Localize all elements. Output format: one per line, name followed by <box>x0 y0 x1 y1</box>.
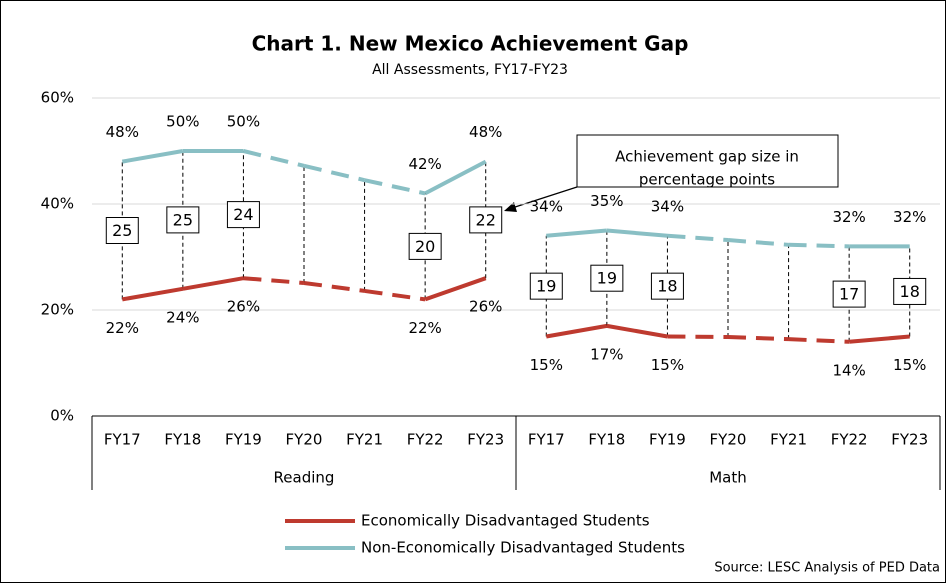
series-line <box>424 276 487 302</box>
value-label: 50% <box>227 113 260 131</box>
x-tick-label: FY18 <box>164 431 201 449</box>
value-label: 34% <box>530 197 563 215</box>
value-label: 35% <box>590 192 623 210</box>
gap-box <box>893 277 927 305</box>
gap-label: 22 <box>476 210 496 229</box>
value-label: 26% <box>469 298 502 316</box>
gap-box <box>226 201 260 229</box>
y-tick-label: 60% <box>41 89 74 107</box>
series-line <box>667 334 729 340</box>
value-label: 14% <box>832 361 865 379</box>
value-label: 26% <box>227 298 260 316</box>
x-tick-label: FY20 <box>710 431 747 449</box>
legend-label: Economically Disadvantaged Students <box>361 512 650 530</box>
x-tick-label: FY19 <box>649 431 686 449</box>
gap-box <box>650 272 684 300</box>
gap-box <box>590 264 624 292</box>
gap-box <box>832 280 866 308</box>
series-line <box>121 149 184 164</box>
value-label: 22% <box>106 319 139 337</box>
x-tick-label: FY23 <box>891 431 928 449</box>
gap-label: 25 <box>173 210 193 229</box>
series-line <box>788 242 850 249</box>
series-line <box>303 163 366 183</box>
gap-label: 25 <box>112 221 132 240</box>
value-label: 24% <box>166 308 199 326</box>
series-line <box>788 337 850 344</box>
series-line <box>546 228 608 238</box>
series-line <box>727 335 789 342</box>
x-tick-label: FY20 <box>286 431 323 449</box>
chart-title: Chart 1. New Mexico Achievement Gap <box>252 32 689 56</box>
gap-label: 19 <box>536 277 556 296</box>
x-tick-label: FY17 <box>104 431 141 449</box>
value-label: 50% <box>166 113 199 131</box>
value-label: 15% <box>651 356 684 374</box>
x-tick-label: FY22 <box>831 431 868 449</box>
gap-label: 18 <box>657 277 677 296</box>
x-tick-label: FY22 <box>407 431 444 449</box>
gap-box <box>469 206 503 234</box>
series-line <box>545 323 608 339</box>
y-tick-label: 0% <box>50 407 74 425</box>
annotation: Achievement gap size in <box>615 148 799 166</box>
series-line <box>667 233 729 243</box>
x-tick-label: FY17 <box>528 431 565 449</box>
value-label: 48% <box>469 123 502 141</box>
value-label: 48% <box>106 123 139 141</box>
series-line <box>606 228 668 238</box>
value-label: 22% <box>408 319 441 337</box>
annotation: percentage points <box>639 171 775 189</box>
series-line <box>182 276 244 291</box>
x-tick-label: FY21 <box>346 431 383 449</box>
value-label: 32% <box>832 208 865 226</box>
value-label: 42% <box>408 155 441 173</box>
gap-label: 20 <box>415 237 435 256</box>
group-label: Reading <box>274 469 335 487</box>
gap-box <box>408 232 442 260</box>
value-label: 17% <box>590 345 623 363</box>
series-line <box>121 286 184 302</box>
annotation-box <box>576 134 839 188</box>
x-tick-label: FY23 <box>467 431 504 449</box>
series-line <box>364 288 426 302</box>
series-line <box>364 178 426 196</box>
value-label: 32% <box>893 208 926 226</box>
legend-label: Non-Economically Disadvantaged Students <box>361 539 685 557</box>
series-line <box>424 159 487 196</box>
gap-box <box>166 206 200 234</box>
gap-label: 17 <box>839 285 859 304</box>
series-line <box>242 149 305 168</box>
series-line <box>606 323 668 339</box>
value-label: 15% <box>530 356 563 374</box>
x-tick-label: FY19 <box>225 431 262 449</box>
series-line <box>727 238 789 247</box>
series-line <box>848 334 910 344</box>
series-line <box>303 280 365 293</box>
gap-box <box>529 272 563 300</box>
gap-label: 18 <box>900 282 920 301</box>
value-label: 15% <box>893 356 926 374</box>
y-tick-label: 20% <box>41 301 74 319</box>
value-label: 34% <box>651 197 684 215</box>
chart-subtitle: All Assessments, FY17-FY23 <box>372 62 568 78</box>
gap-box <box>105 217 139 244</box>
series-line <box>243 276 305 285</box>
gap-label: 24 <box>233 205 253 224</box>
y-tick-label: 40% <box>41 195 74 213</box>
x-tick-label: FY18 <box>588 431 625 449</box>
x-tick-label: FY21 <box>770 431 807 449</box>
gap-label: 19 <box>597 269 617 288</box>
source: Source: LESC Analysis of PED Data <box>714 561 940 576</box>
group-label: Math <box>709 469 747 487</box>
